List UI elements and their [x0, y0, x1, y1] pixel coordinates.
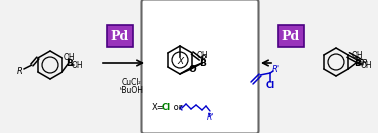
Text: O: O [188, 65, 196, 74]
FancyBboxPatch shape [107, 25, 133, 47]
Text: Pd: Pd [282, 30, 300, 43]
Text: B: B [199, 59, 206, 68]
FancyBboxPatch shape [278, 25, 304, 47]
Text: CuCl: CuCl [122, 78, 139, 87]
Text: Pd: Pd [111, 30, 129, 43]
Text: OH: OH [196, 51, 208, 59]
Text: B: B [354, 59, 361, 68]
Text: R: R [17, 66, 23, 76]
Text: R: R [362, 59, 368, 68]
Text: ₂: ₂ [138, 80, 141, 86]
Text: Cl: Cl [162, 103, 171, 113]
FancyBboxPatch shape [141, 0, 259, 133]
Text: OH: OH [351, 51, 363, 59]
Text: ᵗBuOH: ᵗBuOH [120, 86, 144, 95]
Text: R: R [201, 55, 207, 65]
Text: or: or [171, 103, 182, 113]
Text: OH: OH [360, 61, 372, 70]
Text: X: X [177, 57, 183, 65]
Text: X=: X= [152, 103, 165, 113]
Text: R': R' [206, 113, 214, 122]
Text: OH: OH [63, 53, 75, 61]
Text: Cl: Cl [265, 82, 274, 90]
Text: B: B [66, 59, 73, 68]
Text: R': R' [272, 65, 280, 74]
Text: OH: OH [71, 61, 83, 70]
